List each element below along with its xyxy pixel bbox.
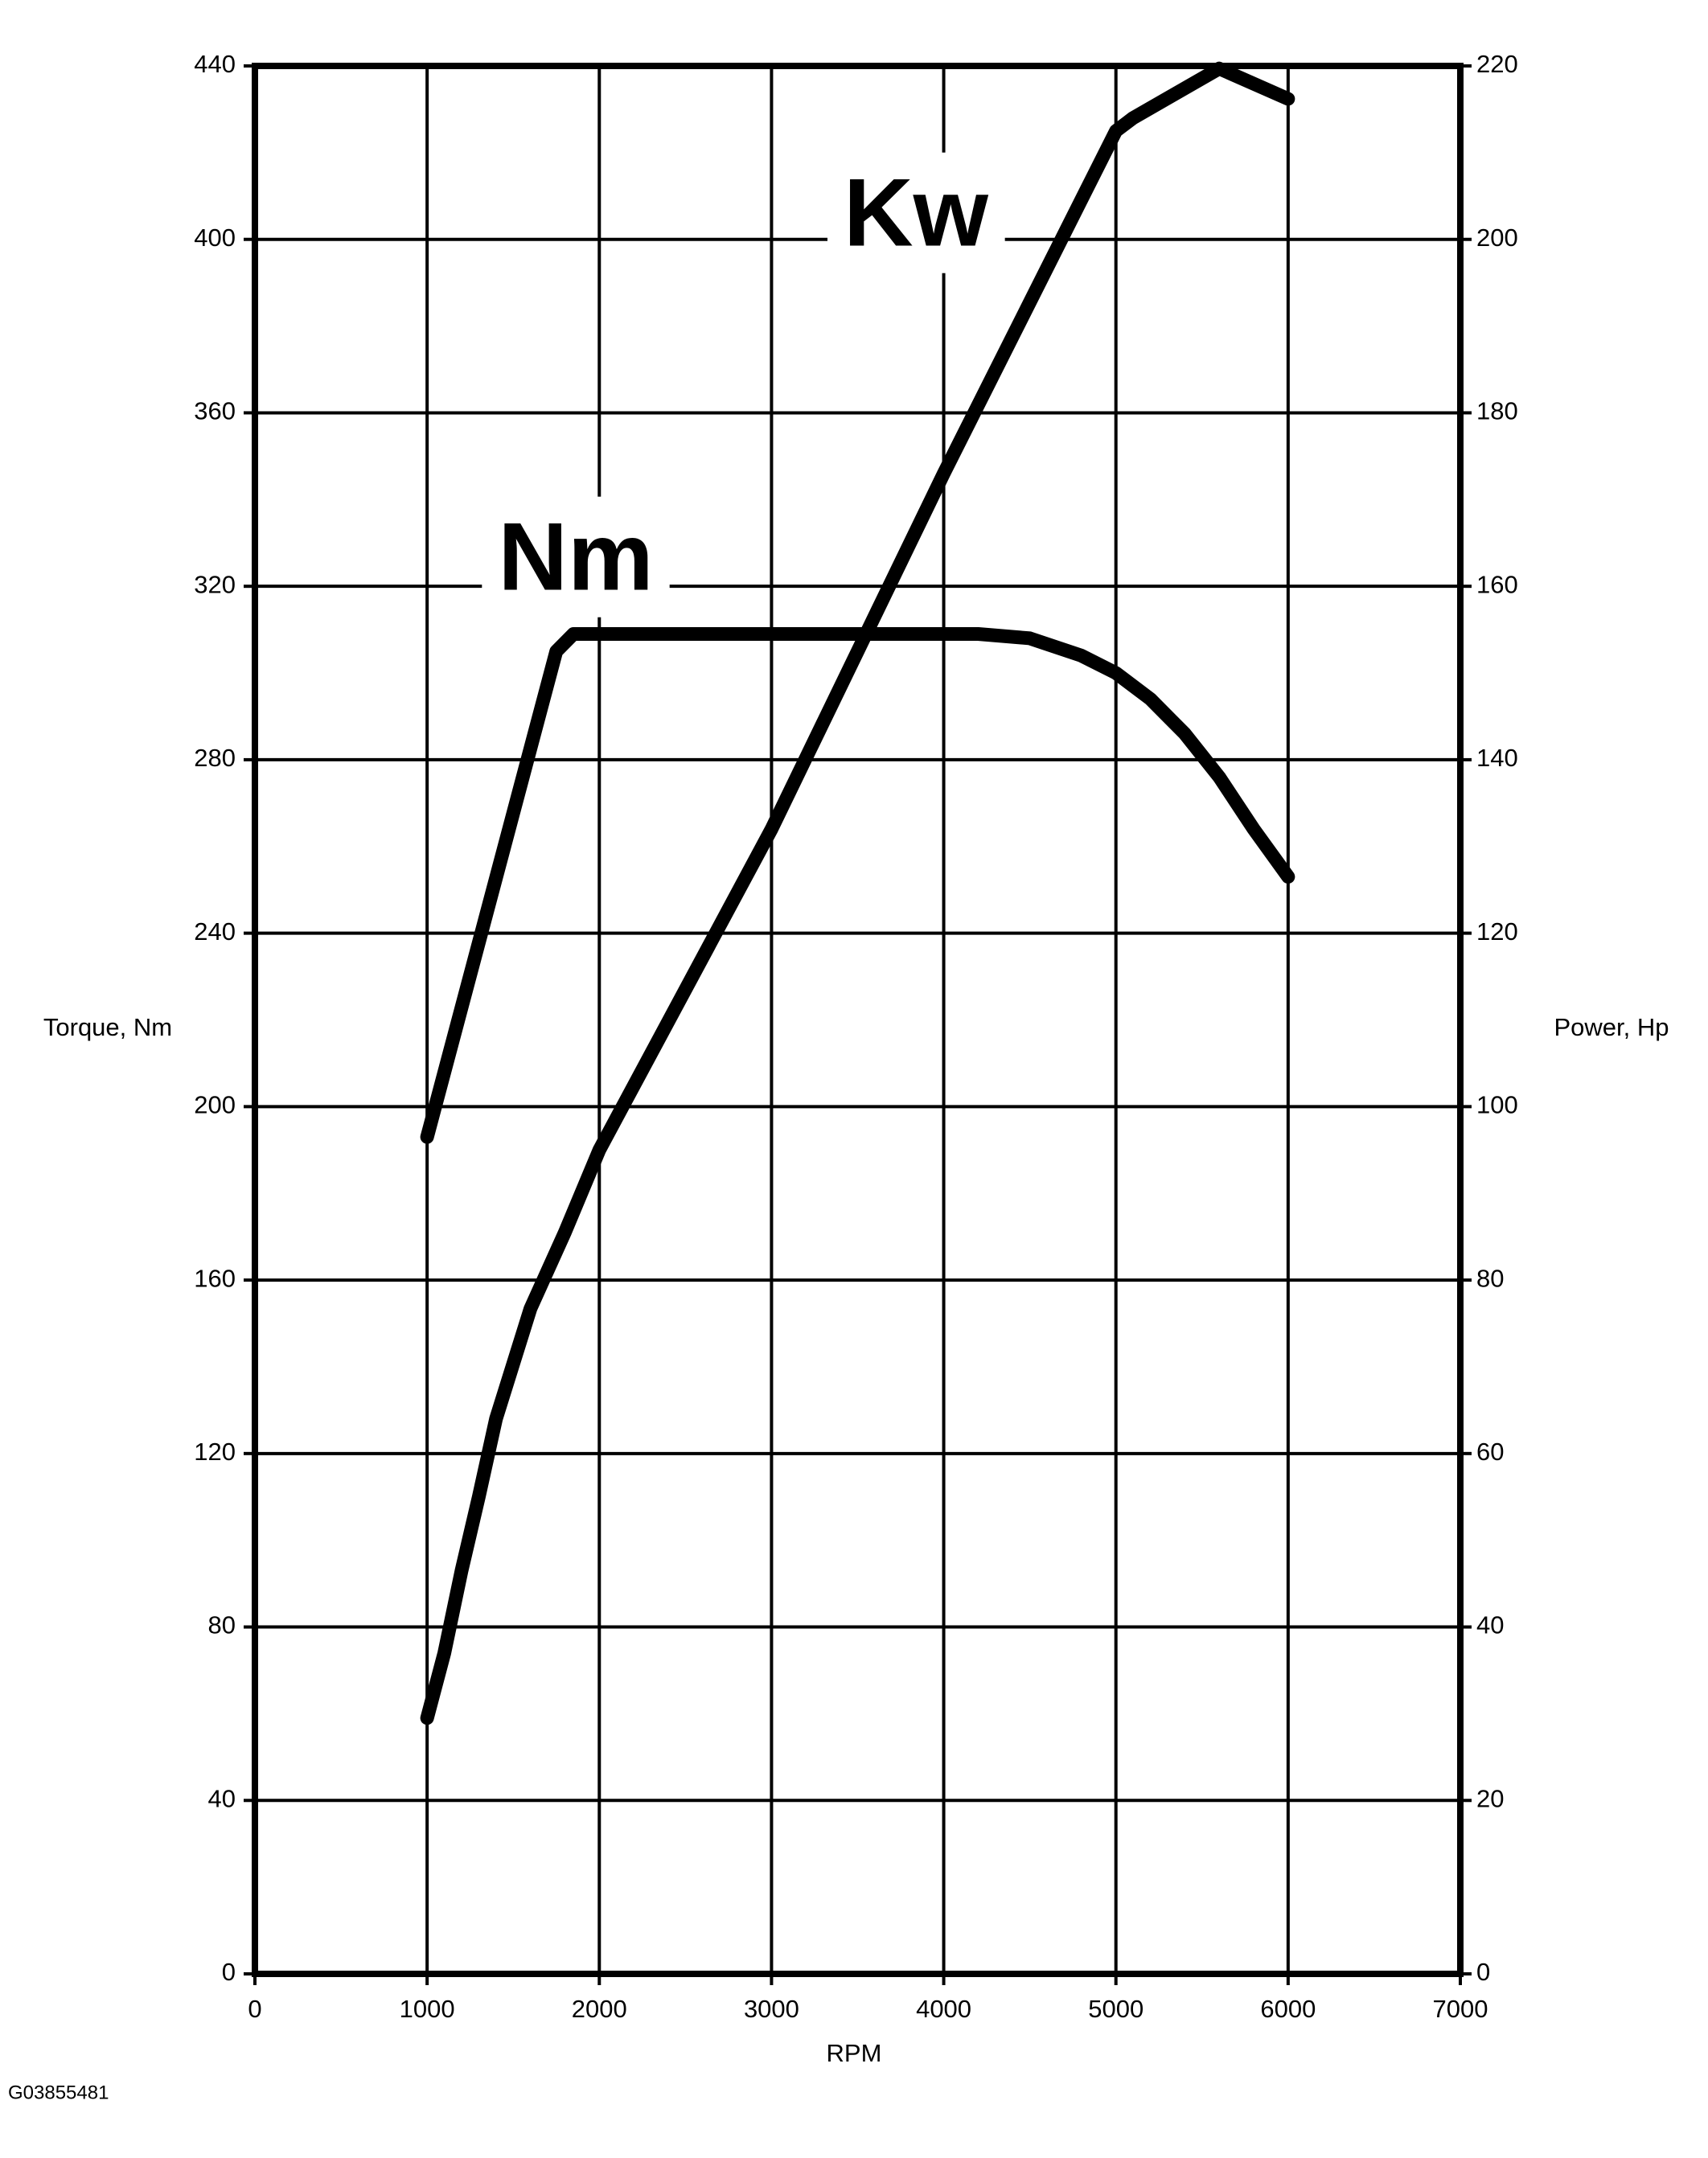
y2-tick-label: 140 — [1476, 744, 1518, 772]
y-axis-title: Torque, Nm — [43, 1013, 172, 1041]
y2-tick-label: 60 — [1476, 1438, 1504, 1466]
y2-tick-label: 200 — [1476, 224, 1518, 252]
y-tick-label: 320 — [194, 570, 236, 598]
x-tick-label: 7000 — [1433, 1995, 1488, 2023]
y-tick-label: 200 — [194, 1091, 236, 1119]
x-tick-label: 1000 — [400, 1995, 455, 2023]
y2-tick-label: 220 — [1476, 50, 1518, 78]
y-tick-label: 400 — [194, 224, 236, 252]
label-background — [827, 152, 1005, 273]
y2-tick-label: 120 — [1476, 917, 1518, 946]
y2-axis-title: Power, Hp — [1554, 1013, 1669, 1041]
x-tick-label: 0 — [248, 1995, 261, 2023]
y2-tick-label: 160 — [1476, 570, 1518, 598]
y2-tick-label: 100 — [1476, 1091, 1518, 1119]
y-tick-label: 120 — [194, 1438, 236, 1466]
label-background — [482, 496, 670, 617]
x-axis-title: RPM — [827, 2039, 882, 2067]
x-tick-label: 3000 — [744, 1995, 799, 2023]
y-tick-label: 40 — [208, 1784, 236, 1812]
y2-tick-label: 0 — [1476, 1958, 1490, 1986]
y-tick-label: 240 — [194, 917, 236, 946]
y2-tick-label: 180 — [1476, 397, 1518, 425]
y-tick-label: 360 — [194, 397, 236, 425]
data-line — [420, 61, 1295, 1725]
footnote: G03855481 — [8, 2082, 109, 2103]
y-tick-label: 0 — [222, 1958, 236, 1986]
x-tick-label: 2000 — [572, 1995, 627, 2023]
y2-tick-label: 80 — [1476, 1264, 1504, 1292]
series-label: Kw — [844, 159, 989, 267]
y2-tick-label: 20 — [1476, 1784, 1504, 1812]
x-tick-label: 4000 — [916, 1995, 971, 2023]
y-tick-label: 280 — [194, 744, 236, 772]
y-tick-label: 440 — [194, 50, 236, 78]
x-tick-label: 6000 — [1260, 1995, 1316, 2023]
y2-tick-label: 40 — [1476, 1611, 1504, 1639]
y-tick-label: 160 — [194, 1264, 236, 1292]
plot-frame — [252, 63, 1464, 1977]
data-line — [420, 627, 1295, 1144]
series-label: Nm — [498, 503, 653, 611]
x-tick-label: 5000 — [1088, 1995, 1143, 2023]
y-tick-label: 80 — [208, 1611, 236, 1639]
